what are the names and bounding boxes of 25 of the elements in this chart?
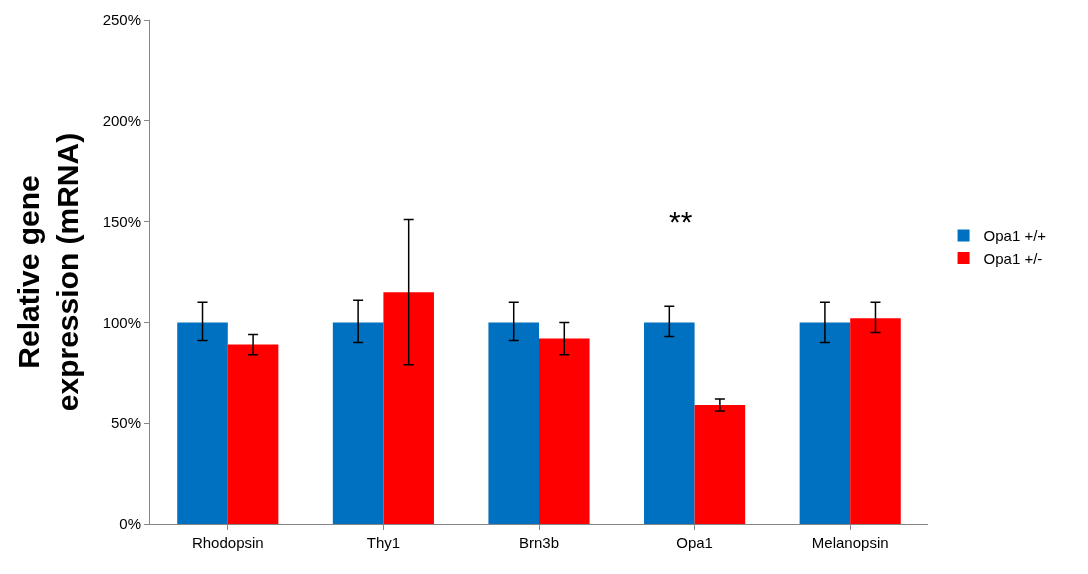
y-axis-title: Relative gene expression (mRNA)	[11, 132, 84, 412]
y-tick-label: 150%	[102, 212, 141, 230]
y-tick-label: 100%	[102, 313, 141, 331]
y-tick-label: 50%	[110, 414, 141, 432]
y-tick-label: 250%	[102, 11, 141, 29]
bar	[799, 322, 851, 524]
bar	[227, 344, 279, 524]
x-tick-label: Rhodopsin	[191, 534, 264, 551]
bar	[850, 318, 901, 524]
x-tick-label: Thy1	[366, 534, 401, 551]
y-tick-label: 200%	[102, 112, 141, 130]
bar	[644, 322, 695, 524]
bar	[177, 322, 228, 524]
bar	[539, 338, 590, 524]
y-tick-label: 0%	[119, 515, 141, 533]
annotation: **	[669, 205, 693, 238]
x-tick-label: Brn3b	[518, 534, 560, 551]
legend-label: Opa1 +/+	[983, 227, 1047, 245]
bar	[694, 405, 746, 524]
x-tick-label: Opa1	[676, 534, 713, 551]
x-tick-label: Melanopsin	[811, 534, 889, 551]
legend-label: Opa1 +/-	[983, 249, 1043, 267]
bar	[383, 292, 434, 524]
bar	[488, 322, 539, 524]
bar	[332, 322, 384, 524]
